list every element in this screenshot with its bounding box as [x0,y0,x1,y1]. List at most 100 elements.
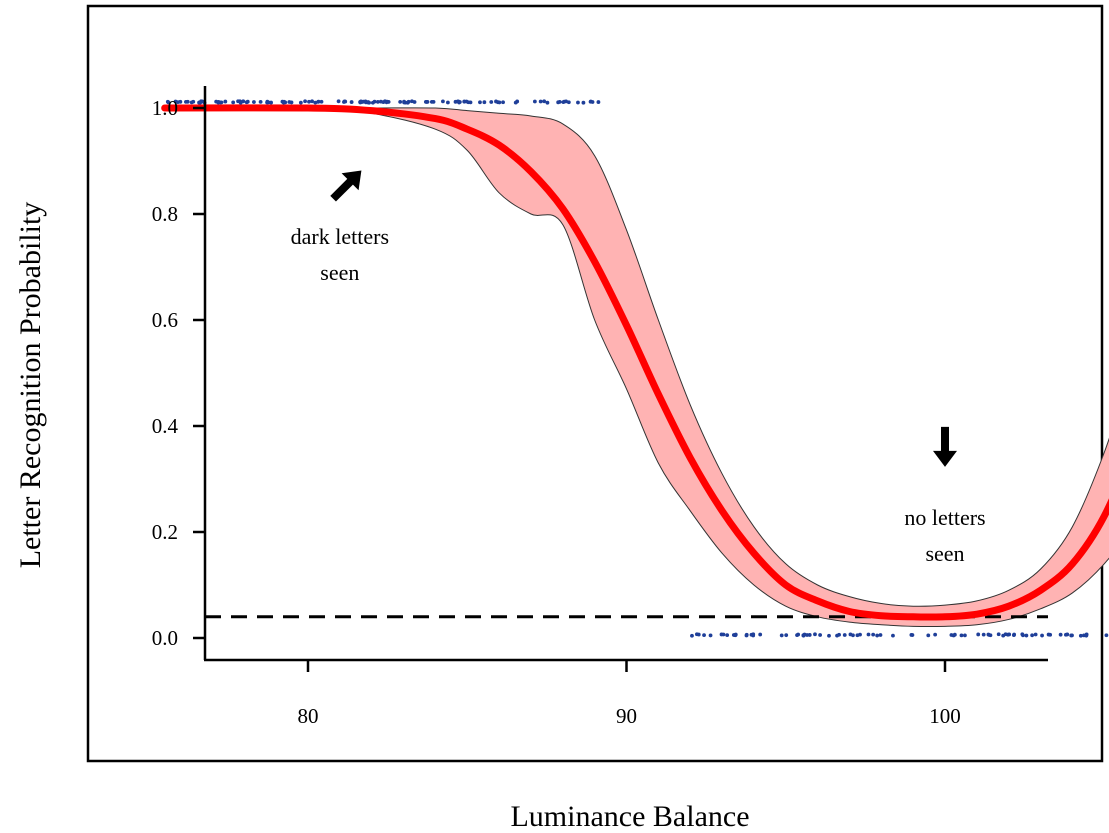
observation-point [848,632,853,637]
observation-point [1033,632,1038,637]
observation-point [1012,632,1017,637]
annotation-text: seen [925,541,964,566]
observation-point [359,99,363,104]
observation-point [252,100,256,104]
observation-point [976,632,981,637]
axes: 8090100110120 0.00.20.40.60.81.0 [152,86,1048,728]
observation-point [200,99,205,104]
y-tick-label: 0.6 [152,308,178,332]
y-tick-label: 1.0 [152,96,178,120]
y-tick-label: 0.4 [152,414,179,438]
observation-point [1078,633,1083,638]
plot-area [161,99,1109,638]
x-tick-label: 90 [616,704,637,728]
observation-point [468,100,473,105]
observation-point [497,100,502,105]
observation-point [855,633,860,638]
observation-point [818,633,823,637]
observation-point [513,100,518,105]
observation-point [910,633,915,637]
observation-point [842,633,847,637]
observation-point [1030,633,1035,638]
observation-point [988,633,993,638]
observation-point [1048,632,1053,637]
observation-point [429,99,434,104]
observation-point [319,99,324,104]
observation-point [1024,633,1029,638]
observation-point [349,100,354,104]
observation-point [1069,633,1074,638]
observation-point [223,99,228,104]
observation-point [445,100,450,105]
observation-point [694,632,699,637]
observation-point [316,99,321,104]
observation-point [1020,632,1025,637]
observation-point [1040,633,1044,638]
observation-point [216,100,221,105]
arrow-icon [933,426,957,467]
observation-point [219,100,224,105]
observation-point [702,633,706,637]
fitted-curve [161,104,1109,621]
observation-point [310,99,314,104]
observation-point [545,100,550,105]
arrow-icon [330,170,362,202]
observation-point [343,99,348,104]
observation-point [813,632,817,637]
observation-point [556,100,561,105]
observation-point [949,633,954,637]
observation-point [581,100,586,105]
observation-point [1007,632,1012,637]
observation-point [464,99,469,104]
y-tick-label: 0.0 [152,626,178,650]
observation-point [1084,633,1089,638]
observation-point [779,633,784,638]
observation-point [231,100,236,105]
observation-point [576,100,580,105]
observation-point [564,99,568,104]
observation-point [542,99,547,104]
observation-point [441,99,445,104]
observation-point [303,99,307,104]
x-ticks: 8090100110120 [298,660,961,728]
observation-point [489,100,494,104]
observation-point [366,100,371,104]
observation-point [313,100,318,105]
observation-point [424,100,429,104]
observation-point [875,633,880,638]
observation-points [165,99,1109,638]
observation-point [265,100,270,105]
observation-point [796,632,801,637]
annotation-text: no letters [904,505,985,530]
observation-point [1104,633,1109,638]
observation-point [1003,632,1008,637]
observation-point [878,633,883,637]
observation-point [751,633,756,638]
observation-point [402,99,406,104]
observation-point [733,632,738,637]
observation-point [244,100,249,105]
observation-point [807,633,812,637]
x-tick-label: 80 [298,704,319,728]
observation-point [708,633,713,638]
observation-point [178,99,183,104]
observation-point [189,100,194,105]
observation-point [166,100,171,105]
observation-point [827,633,831,638]
y-tick-label: 0.8 [152,202,178,226]
observation-point [287,100,292,104]
observation-point [456,99,461,104]
observation-point [398,99,403,104]
observation-point [758,632,763,637]
observation-point [336,99,341,104]
observation-point [453,99,458,104]
observation-point [725,633,730,638]
observation-point [307,99,311,104]
observation-point [959,633,964,638]
x-tick-label: 100 [929,704,961,728]
observation-point [405,100,410,105]
observation-point [805,633,809,637]
observation-point [837,632,841,637]
observation-point [258,99,263,104]
